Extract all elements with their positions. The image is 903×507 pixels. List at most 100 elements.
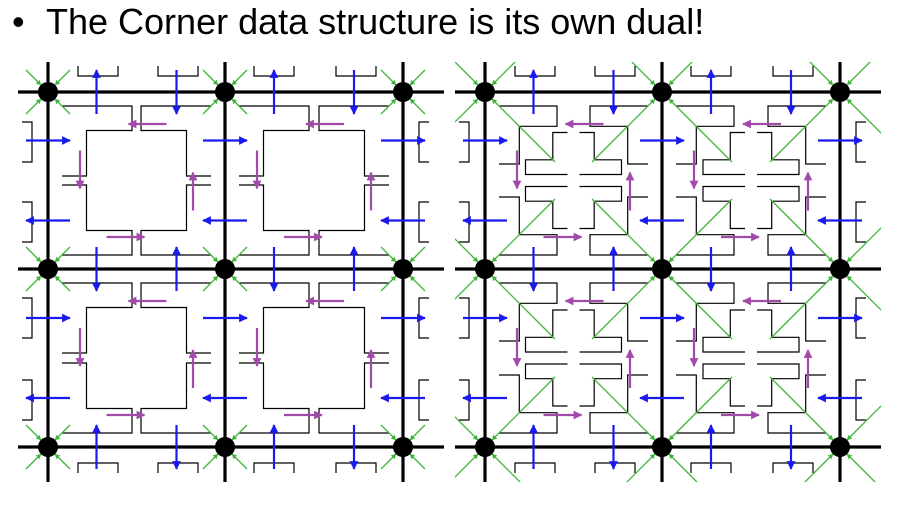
green-pointer-arrow xyxy=(380,275,397,292)
green-pointer-arrow xyxy=(25,98,42,115)
corner-outline xyxy=(757,185,800,230)
green-pointer-arrow xyxy=(455,238,479,263)
corner-outline xyxy=(589,105,648,165)
mesh-vertex xyxy=(393,259,413,279)
green-pointer-arrow xyxy=(202,424,219,441)
corner-outline xyxy=(767,282,826,342)
corner-outline xyxy=(318,282,389,354)
corner-outline xyxy=(22,121,33,163)
green-pointer-arrow xyxy=(491,453,521,482)
green-pointer-arrow xyxy=(409,69,426,86)
green-pointer-arrow xyxy=(231,275,248,292)
corner-outline xyxy=(140,184,211,256)
green-pointer-arrow xyxy=(455,275,479,300)
green-pointer-arrow xyxy=(25,246,42,263)
mesh-vertex xyxy=(38,259,58,279)
corner-outline xyxy=(459,379,470,421)
corner-outline xyxy=(22,201,33,243)
green-pointer-arrow xyxy=(455,416,479,441)
green-pointer-arrow xyxy=(769,98,834,163)
corner-outline xyxy=(514,66,556,77)
corner-outline xyxy=(579,363,623,407)
green-pointer-arrow xyxy=(25,424,42,441)
green-pointer-arrow xyxy=(202,246,219,263)
green-pointer-arrow xyxy=(631,62,656,86)
corner-outline xyxy=(318,184,389,256)
corner-outline xyxy=(757,131,800,176)
corner-outline xyxy=(418,201,429,243)
green-pointer-arrow xyxy=(591,98,656,163)
green-pointer-arrow xyxy=(54,246,71,263)
mesh-vertex xyxy=(215,82,235,102)
green-pointer-arrow xyxy=(491,376,556,441)
green-pointer-arrow xyxy=(231,98,248,115)
corner-outline xyxy=(62,105,133,177)
mesh-vertex xyxy=(652,437,672,457)
green-pointer-arrow xyxy=(409,275,426,292)
corner-outline xyxy=(524,363,568,407)
primal-corner-diagram xyxy=(18,62,444,482)
mesh-vertex xyxy=(652,259,672,279)
green-pointer-arrow xyxy=(455,98,479,123)
green-pointer-arrow xyxy=(231,69,248,86)
corner-outline xyxy=(702,309,745,353)
mesh-vertex xyxy=(215,437,235,457)
green-pointer-arrow xyxy=(409,98,426,115)
green-pointer-arrow xyxy=(54,69,71,86)
corner-outline xyxy=(499,374,558,434)
mesh-vertex xyxy=(393,437,413,457)
corner-outline xyxy=(524,131,568,176)
green-pointer-arrow xyxy=(380,98,397,115)
corner-outline xyxy=(702,363,745,407)
corner-outline xyxy=(318,362,389,434)
corner-outline xyxy=(459,201,470,243)
green-pointer-arrow xyxy=(455,453,479,478)
mesh-vertex xyxy=(38,437,58,457)
mesh-vertex xyxy=(38,82,58,102)
mesh-vertex xyxy=(475,437,495,457)
green-pointer-arrow xyxy=(380,453,397,470)
corner-outline xyxy=(767,105,826,165)
green-pointer-arrow xyxy=(591,275,656,340)
green-pointer-arrow xyxy=(668,62,693,86)
green-pointer-arrow xyxy=(54,453,71,470)
green-pointer-arrow xyxy=(25,69,42,86)
mesh-vertex xyxy=(830,82,850,102)
green-pointer-arrow xyxy=(231,453,248,470)
corner-outline xyxy=(702,131,745,176)
corner-outline xyxy=(239,282,310,354)
mesh-vertex xyxy=(215,259,235,279)
green-pointer-arrow xyxy=(668,376,733,441)
green-pointer-arrow xyxy=(54,98,71,115)
corner-outline xyxy=(579,131,623,176)
dual-corner-diagram xyxy=(455,62,881,482)
green-pointer-arrow xyxy=(668,275,733,340)
corner-outline xyxy=(62,184,133,256)
green-pointer-arrow xyxy=(846,275,881,311)
corner-outline xyxy=(855,201,866,243)
corner-outline xyxy=(140,362,211,434)
green-pointer-arrow xyxy=(769,198,834,263)
corner-outline xyxy=(77,462,119,473)
corner-outline xyxy=(676,374,735,434)
green-pointer-arrow xyxy=(455,62,479,86)
corner-outline xyxy=(579,185,623,230)
corner-outline xyxy=(676,196,735,256)
corner-outline xyxy=(772,462,814,473)
title-text: The Corner data structure is its own dua… xyxy=(46,1,705,42)
green-pointer-arrow xyxy=(380,424,397,441)
corner-outline xyxy=(459,121,470,163)
corner-outline xyxy=(594,66,636,77)
green-pointer-arrow xyxy=(846,62,871,86)
green-pointer-arrow xyxy=(231,246,248,263)
green-pointer-arrow xyxy=(231,424,248,441)
green-pointer-arrow xyxy=(54,275,71,292)
green-pointer-arrow xyxy=(668,198,733,263)
green-pointer-arrow xyxy=(380,69,397,86)
corner-outline xyxy=(239,184,310,256)
corner-outline xyxy=(22,379,33,421)
mesh-vertex xyxy=(393,82,413,102)
bullet-icon: • xyxy=(12,1,25,42)
corner-outline xyxy=(524,185,568,230)
green-pointer-arrow xyxy=(491,198,556,263)
